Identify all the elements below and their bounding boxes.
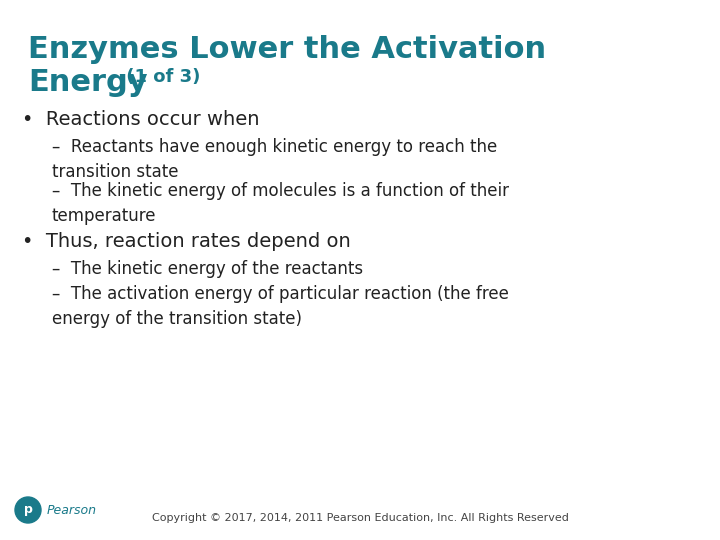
Text: Pearson: Pearson (47, 503, 97, 516)
Text: (1 of 3): (1 of 3) (120, 68, 200, 86)
Text: –  The kinetic energy of the reactants: – The kinetic energy of the reactants (52, 260, 363, 278)
Text: •  Thus, reaction rates depend on: • Thus, reaction rates depend on (22, 232, 351, 251)
Text: –  The activation energy of particular reaction (the free
energy of the transiti: – The activation energy of particular re… (52, 285, 509, 328)
Circle shape (15, 497, 41, 523)
Text: Copyright © 2017, 2014, 2011 Pearson Education, Inc. All Rights Reserved: Copyright © 2017, 2014, 2011 Pearson Edu… (152, 513, 568, 523)
Text: Enzymes Lower the Activation: Enzymes Lower the Activation (28, 35, 546, 64)
Text: Energy: Energy (28, 68, 148, 97)
Text: –  The kinetic energy of molecules is a function of their
temperature: – The kinetic energy of molecules is a f… (52, 182, 509, 225)
Text: •  Reactions occur when: • Reactions occur when (22, 110, 259, 129)
Text: –  Reactants have enough kinetic energy to reach the
transition state: – Reactants have enough kinetic energy t… (52, 138, 498, 181)
Text: p: p (24, 503, 32, 516)
